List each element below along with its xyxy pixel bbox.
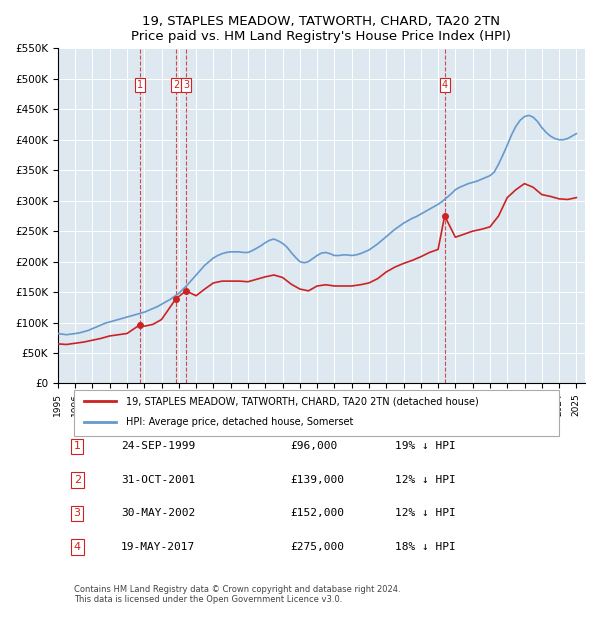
Text: 2: 2 xyxy=(74,475,81,485)
Title: 19, STAPLES MEADOW, TATWORTH, CHARD, TA20 2TN
Price paid vs. HM Land Registry's : 19, STAPLES MEADOW, TATWORTH, CHARD, TA2… xyxy=(131,15,511,43)
Text: £139,000: £139,000 xyxy=(290,475,344,485)
Text: 30-MAY-2002: 30-MAY-2002 xyxy=(121,508,196,518)
Text: 19-MAY-2017: 19-MAY-2017 xyxy=(121,542,196,552)
Text: 3: 3 xyxy=(183,80,189,90)
Text: Contains HM Land Registry data © Crown copyright and database right 2024.
This d: Contains HM Land Registry data © Crown c… xyxy=(74,585,400,604)
Text: 4: 4 xyxy=(442,80,448,90)
FancyBboxPatch shape xyxy=(74,390,559,436)
Text: £152,000: £152,000 xyxy=(290,508,344,518)
Text: 19, STAPLES MEADOW, TATWORTH, CHARD, TA20 2TN (detached house): 19, STAPLES MEADOW, TATWORTH, CHARD, TA2… xyxy=(127,396,479,406)
Text: £275,000: £275,000 xyxy=(290,542,344,552)
Text: 31-OCT-2001: 31-OCT-2001 xyxy=(121,475,196,485)
Text: 3: 3 xyxy=(74,508,80,518)
Text: 24-SEP-1999: 24-SEP-1999 xyxy=(121,441,196,451)
Text: 12% ↓ HPI: 12% ↓ HPI xyxy=(395,475,456,485)
Text: 4: 4 xyxy=(74,542,81,552)
Text: 19% ↓ HPI: 19% ↓ HPI xyxy=(395,441,456,451)
Text: HPI: Average price, detached house, Somerset: HPI: Average price, detached house, Some… xyxy=(127,417,354,427)
Text: 18% ↓ HPI: 18% ↓ HPI xyxy=(395,542,456,552)
Text: 2: 2 xyxy=(173,80,179,90)
Text: 1: 1 xyxy=(74,441,80,451)
Text: 12% ↓ HPI: 12% ↓ HPI xyxy=(395,508,456,518)
Text: £96,000: £96,000 xyxy=(290,441,337,451)
Text: 1: 1 xyxy=(137,80,143,90)
